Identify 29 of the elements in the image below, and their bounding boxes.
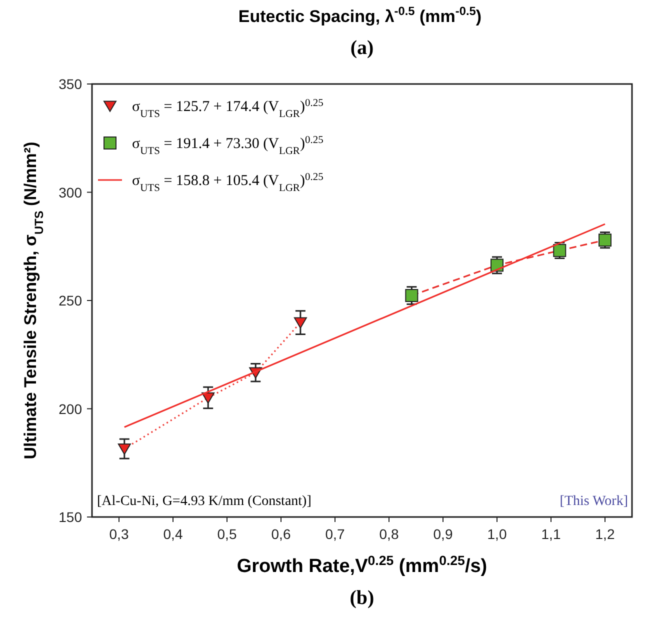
y-tick-label: 200: [58, 400, 82, 417]
point: [202, 392, 215, 404]
x-tick-label: 0,6: [271, 526, 291, 542]
x-tick-label: 0,9: [433, 526, 453, 542]
point: [553, 244, 566, 257]
y-tick-label: 250: [58, 292, 82, 308]
legend-label: σ$_{UTS}$ = 158.8 + 105.4 (V$_{LGR}$)$^{0.25}$: [132, 172, 324, 194]
text: (a): [350, 37, 374, 59]
x-tick-label: 1,0: [487, 526, 507, 542]
point: [294, 317, 307, 328]
text: Eutectic Spacing, λ$^{-0.5}$ (mm$^{-0.5}$): [238, 4, 482, 26]
x-tick-label: 1,2: [595, 526, 615, 542]
legend-label: σ$_{UTS}$ = 125.7 + 174.4 (V$_{LGR}$)$^{0.25}$: [132, 98, 324, 120]
x-tick-label: 0,7: [325, 526, 345, 542]
text: (b): [350, 587, 374, 609]
y-tick-label: 150: [58, 509, 82, 525]
x-tick-label: 0,8: [379, 526, 399, 542]
y-tick-label: 300: [58, 184, 82, 200]
legend-label: σ$_{UTS}$ = 191.4 + 73.30 (V$_{LGR}$)$^{0.25}$: [132, 134, 324, 156]
x-tick-label: 1,1: [541, 526, 561, 542]
annotation: [Al-Cu-Ni, G=4.93 K/mm (Constant)]: [97, 494, 312, 509]
annotation: [This Work]: [560, 494, 628, 509]
x-tick-label: 0,5: [217, 526, 237, 542]
x-tick-label: 0,3: [109, 526, 129, 542]
x-tick-label: 0,4: [163, 526, 183, 542]
x-axis-title: Growth Rate,V$^{0.25}$ (mm$^{0.25}$/s): [236, 552, 488, 577]
point: [118, 444, 131, 455]
point: [405, 289, 418, 302]
y-tick-label: 350: [58, 76, 82, 92]
